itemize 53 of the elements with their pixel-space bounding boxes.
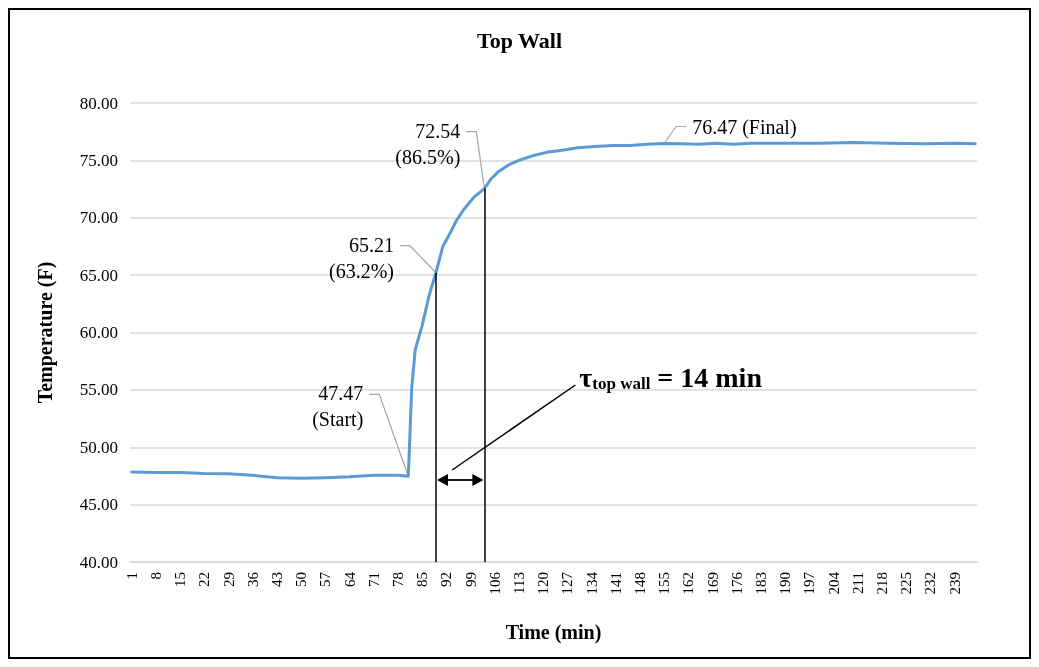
x-tick-label: 155 <box>656 572 673 595</box>
x-tick-label: 239 <box>946 572 963 595</box>
x-tick-label: 232 <box>922 572 939 595</box>
y-tick-label: 80.00 <box>79 93 118 113</box>
x-tick-label: 106 <box>486 571 503 595</box>
x-tick-label: 99 <box>462 572 479 587</box>
y-axis-title: Temperature (F) <box>34 261 57 404</box>
x-tick-label: 134 <box>583 571 600 595</box>
x-tick-label: 218 <box>873 572 890 595</box>
annotation: 65.21 (63.2%) <box>328 233 394 283</box>
line-series <box>130 141 977 480</box>
x-tick-label: 64 <box>341 571 358 587</box>
x-tick-label: 197 <box>801 571 818 595</box>
y-tick-label: 65.00 <box>79 265 118 285</box>
x-tick-label: 169 <box>704 572 721 595</box>
x-tick-label: 1 <box>123 572 140 580</box>
annotation: 72.54 (86.5%) <box>395 119 461 169</box>
x-tick-label: 85 <box>414 572 431 587</box>
x-tick-label: 120 <box>535 572 552 595</box>
x-tick-label: 113 <box>510 572 527 594</box>
x-tick-label: 190 <box>777 572 794 595</box>
x-tick-label: 141 <box>607 572 624 595</box>
x-tick-label: 211 <box>849 572 866 594</box>
x-tick-label: 127 <box>559 571 576 595</box>
x-tick-label: 36 <box>244 571 261 587</box>
x-axis-title: Time (min) <box>505 621 602 644</box>
x-tick-label: 29 <box>220 572 237 587</box>
annotation: 47.47 (Start) <box>312 382 364 432</box>
x-tick-label: 57 <box>317 571 334 587</box>
x-tick-label: 204 <box>825 571 842 595</box>
annotation: τtop wall = 14 min <box>579 361 763 393</box>
y-tick-label: 70.00 <box>79 208 118 228</box>
x-tick-label: 71 <box>365 572 382 587</box>
y-tick-label: 45.00 <box>79 495 118 515</box>
x-tick-label: 15 <box>172 572 189 587</box>
x-tick-label: 8 <box>147 572 164 580</box>
y-tick-label: 55.00 <box>79 380 118 400</box>
y-tick-label: 40.00 <box>79 552 118 572</box>
y-tick-label: 50.00 <box>79 437 118 457</box>
x-tick-label: 43 <box>268 572 285 587</box>
y-tick-label: 75.00 <box>79 150 118 170</box>
annotation: 76.47 (Final) <box>692 115 797 139</box>
x-tick-label: 162 <box>680 572 697 595</box>
x-tick-label: 22 <box>196 572 213 587</box>
x-tick-label: 148 <box>631 572 648 595</box>
x-tick-label: 50 <box>293 572 310 587</box>
chart-title: Top Wall <box>476 27 563 53</box>
x-tick-label: 78 <box>389 572 406 587</box>
x-tick-label: 183 <box>752 572 769 595</box>
x-tick-label: 176 <box>728 571 745 595</box>
x-tick-label: 92 <box>438 572 455 587</box>
x-tick-label: 225 <box>898 572 915 595</box>
y-tick-label: 60.00 <box>79 323 118 342</box>
